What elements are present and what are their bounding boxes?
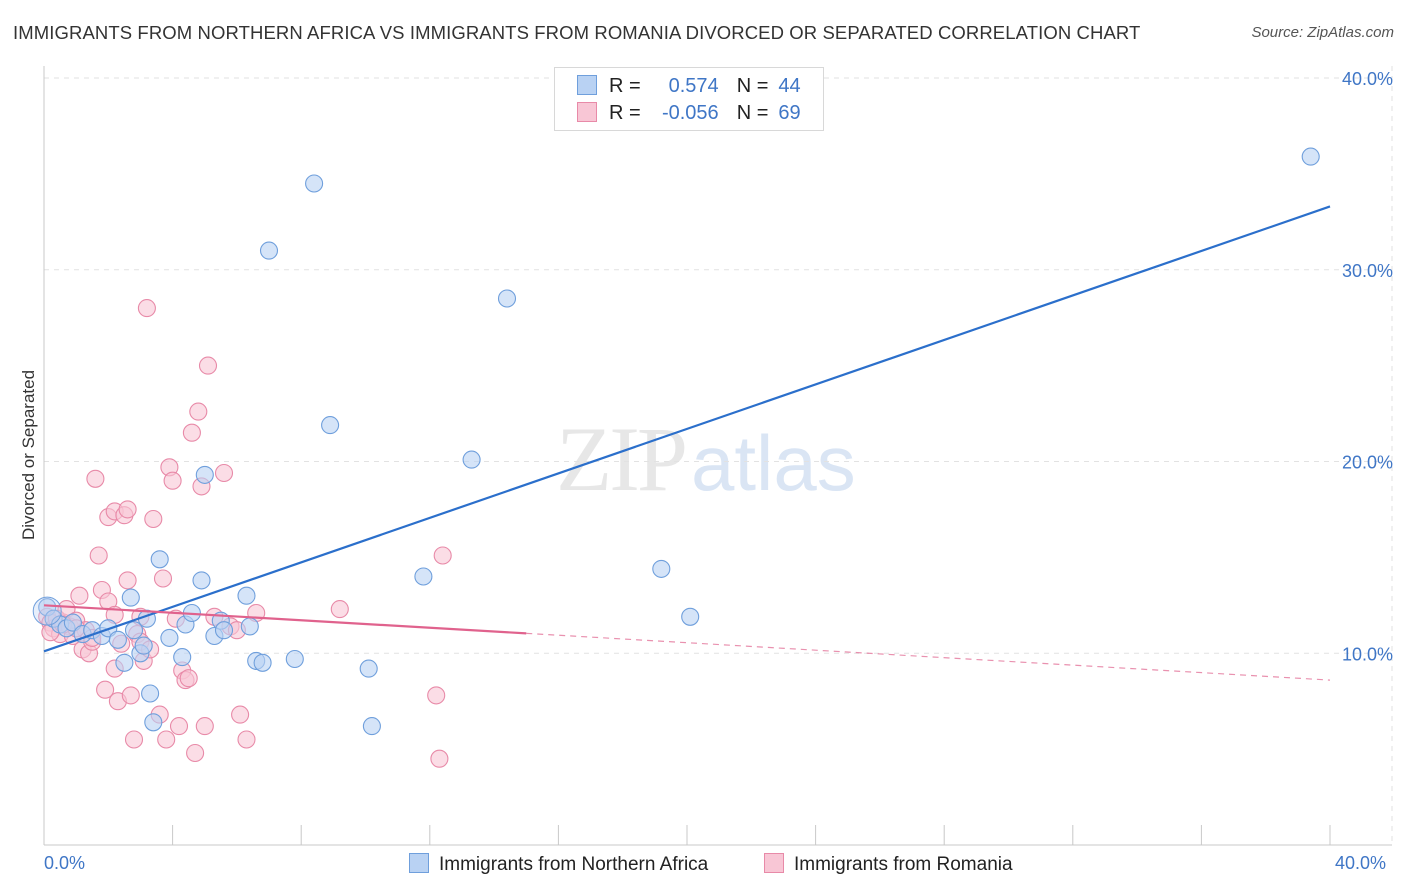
r-label: R = <box>609 102 641 124</box>
romania-point-50 <box>195 717 214 736</box>
romania-point-42 <box>169 717 189 736</box>
n-label: N = <box>736 75 769 97</box>
romania-point-61 <box>430 749 449 768</box>
legend-row-northern-africa: R = 0.574 N = 44 <box>577 75 801 99</box>
blue-swatch <box>577 75 597 95</box>
n-label: N = <box>736 102 769 124</box>
r-label: R = <box>609 75 641 97</box>
northern-africa-point-24 <box>195 465 214 484</box>
romania-point-26 <box>118 500 137 519</box>
pink-swatch <box>764 853 784 873</box>
romania-point-15 <box>86 469 105 488</box>
bottom-legend-item-romania: Immigrants from Romania <box>764 853 1013 876</box>
romania-point-57 <box>237 730 256 749</box>
grid-layer <box>44 66 1393 845</box>
romania-point-40 <box>163 471 182 490</box>
northern-africa-point-12 <box>124 621 144 640</box>
northern-africa-point-32 <box>259 241 279 260</box>
legend-row-romania: R = -0.056 N = 69 <box>577 102 801 126</box>
romania-point-16 <box>89 546 108 565</box>
romania-point-27 <box>118 571 137 590</box>
northern-africa-point-43 <box>1301 147 1320 166</box>
romania-point-18 <box>96 680 115 699</box>
correlation-legend: R = 0.574 N = 44 R = -0.056 N = 69 <box>554 67 824 131</box>
northern-africa-point-34 <box>305 174 324 193</box>
x-tick-label-max: 40.0% <box>1335 853 1387 873</box>
r-value: -0.056 <box>661 102 719 124</box>
northern-africa-point-33 <box>285 649 304 669</box>
romania-point-59 <box>330 600 349 619</box>
romania-point-45 <box>179 669 198 688</box>
northern-africa-point-17 <box>144 713 163 732</box>
northern-africa-point-28 <box>237 586 256 605</box>
romania-point-35 <box>144 509 163 529</box>
romania-point-56 <box>231 705 250 724</box>
northern-africa-point-20 <box>173 648 192 667</box>
blue-swatch <box>409 853 429 873</box>
northern-africa-point-38 <box>414 567 433 586</box>
northern-africa-point-42 <box>681 607 700 626</box>
y-tick-label-2: 30.0% <box>1342 261 1393 281</box>
y-tick-labels: 10.0% 20.0% 30.0% 40.0% <box>1342 69 1393 664</box>
northern-africa-trend-line <box>43 205 1331 653</box>
northern-africa-point-41 <box>652 559 671 578</box>
northern-africa-point-40 <box>497 289 517 308</box>
northern-africa-point-35 <box>321 416 340 435</box>
romania-trend-line-solid <box>43 604 527 635</box>
y-tick-label-3: 40.0% <box>1342 69 1393 89</box>
y-tick-label-0: 10.0% <box>1342 644 1393 664</box>
northern-africa-cluster-marker <box>32 596 62 626</box>
source-credit: Source: ZipAtlas.com <box>1251 24 1394 41</box>
watermark: ZIPatlas <box>556 406 856 512</box>
n-value: 44 <box>778 75 801 97</box>
romania-point-28 <box>121 686 140 705</box>
axis-layer <box>43 66 1392 846</box>
legend-label: Immigrants from Northern Africa <box>439 854 709 875</box>
romania-point-47 <box>186 743 205 763</box>
romania-point-46 <box>182 423 201 442</box>
northern-africa-point-16 <box>141 684 160 703</box>
northern-africa-point-36 <box>359 659 378 678</box>
romania-point-51 <box>198 356 218 375</box>
northern-africa-points <box>32 147 1320 736</box>
romania-point-10 <box>70 586 89 605</box>
northern-africa-point-19 <box>160 628 179 647</box>
legend-label: Immigrants from Romania <box>794 854 1013 875</box>
r-value: 0.574 <box>668 75 719 97</box>
romania-point-29 <box>124 730 144 749</box>
northern-africa-point-39 <box>462 450 481 469</box>
northern-africa-point-31 <box>253 653 272 672</box>
northern-africa-point-27 <box>214 621 234 640</box>
northern-africa-point-23 <box>192 571 211 590</box>
northern-africa-point-29 <box>240 617 259 636</box>
northern-africa-point-37 <box>362 717 381 736</box>
romania-point-62 <box>427 686 446 705</box>
trend-layer <box>43 205 1331 681</box>
pink-swatch <box>577 102 597 122</box>
northern-africa-point-10 <box>115 653 134 672</box>
romania-point-33 <box>137 299 156 318</box>
romania-trend-line-dashed <box>526 632 1331 681</box>
northern-africa-point-11 <box>121 588 140 607</box>
northern-africa-point-18 <box>150 550 169 569</box>
chart-title: IMMIGRANTS FROM NORTHERN AFRICA VS IMMIG… <box>13 22 1141 43</box>
romania-points <box>38 299 452 768</box>
y-tick-label-1: 20.0% <box>1342 453 1393 473</box>
romania-point-60 <box>433 546 452 565</box>
romania-point-53 <box>214 463 234 483</box>
romania-point-48 <box>189 402 208 421</box>
n-value: 69 <box>778 102 801 124</box>
northern-africa-point-14 <box>134 636 153 655</box>
northern-africa-point-9 <box>108 630 127 649</box>
watermark-atlas: atlas <box>691 419 856 507</box>
bottom-legend-item-northern-africa: Immigrants from Northern Africa <box>409 853 708 876</box>
romania-point-38 <box>157 730 176 749</box>
romania-point-37 <box>153 569 173 588</box>
watermark-zip: ZIP <box>556 408 688 510</box>
northern-africa-point-4 <box>63 613 82 632</box>
x-tick-label-min: 0.0% <box>44 853 86 873</box>
